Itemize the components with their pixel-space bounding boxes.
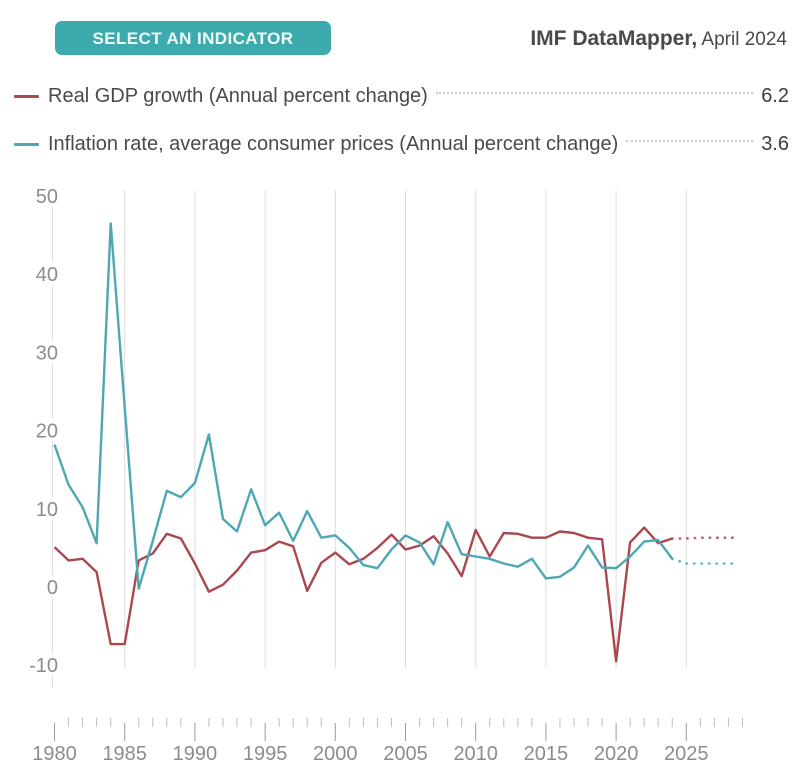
y-label-mask xyxy=(18,496,60,520)
forecast-line-gdp xyxy=(670,536,737,540)
x-axis-label-1985: 1985 xyxy=(102,743,147,765)
y-axis-label-50: 50 xyxy=(36,186,58,208)
gdp-line-swatch xyxy=(14,94,39,98)
legend-item-inflation[interactable]: Inflation rate, average consumer prices … xyxy=(14,131,789,157)
select-indicator-button[interactable]: SELECT AN INDICATOR xyxy=(55,21,331,55)
legend-label-gdp: Real GDP growth (Annual percent change) xyxy=(48,84,428,107)
legend-label-inflation: Inflation rate, average consumer prices … xyxy=(48,132,619,155)
y-label-mask xyxy=(18,653,60,677)
y-axis-label-20: 20 xyxy=(36,421,58,443)
y-label-mask xyxy=(18,575,60,598)
datamapper-title-date: April 2024 xyxy=(697,29,787,50)
x-axis-label-2000: 2000 xyxy=(313,743,358,765)
series-line-gdp[interactable] xyxy=(53,526,673,663)
y-axis-label-0: 0 xyxy=(47,577,58,599)
datamapper-title-main: IMF DataMapper, xyxy=(530,27,698,50)
legend-leader-gdp xyxy=(435,92,754,94)
x-axis-label-2015: 2015 xyxy=(524,743,569,765)
x-axis-label-2025: 2025 xyxy=(664,743,709,765)
y-axis-label-40: 40 xyxy=(36,264,58,286)
y-axis-label--10: -10 xyxy=(29,655,58,677)
datamapper-title: IMF DataMapper, April 2024 xyxy=(530,27,787,51)
x-axis-label-1990: 1990 xyxy=(173,743,218,765)
y-label-mask xyxy=(18,340,60,364)
legend-value-gdp: 6.2 xyxy=(761,84,789,107)
y-label-mask xyxy=(18,418,60,442)
x-axis-label-2005: 2005 xyxy=(383,743,428,765)
series-line-inflation[interactable] xyxy=(53,222,674,590)
x-axis-label-2020: 2020 xyxy=(594,743,639,765)
y-axis-label-10: 10 xyxy=(36,499,58,521)
legend-value-inflation: 3.6 xyxy=(761,132,789,155)
x-axis-label-2010: 2010 xyxy=(453,743,498,765)
x-axis-label-1980: 1980 xyxy=(32,743,77,765)
legend-leader-inflation xyxy=(626,140,754,142)
legend-item-gdp[interactable]: Real GDP growth (Annual percent change) … xyxy=(14,83,789,109)
y-label-mask xyxy=(18,184,60,207)
x-axis-label-1995: 1995 xyxy=(243,743,288,765)
y-label-mask xyxy=(18,262,60,286)
forecast-line-inflation xyxy=(670,557,737,565)
y-axis-label-30: 30 xyxy=(36,342,58,364)
inflation-line-swatch xyxy=(14,142,39,146)
